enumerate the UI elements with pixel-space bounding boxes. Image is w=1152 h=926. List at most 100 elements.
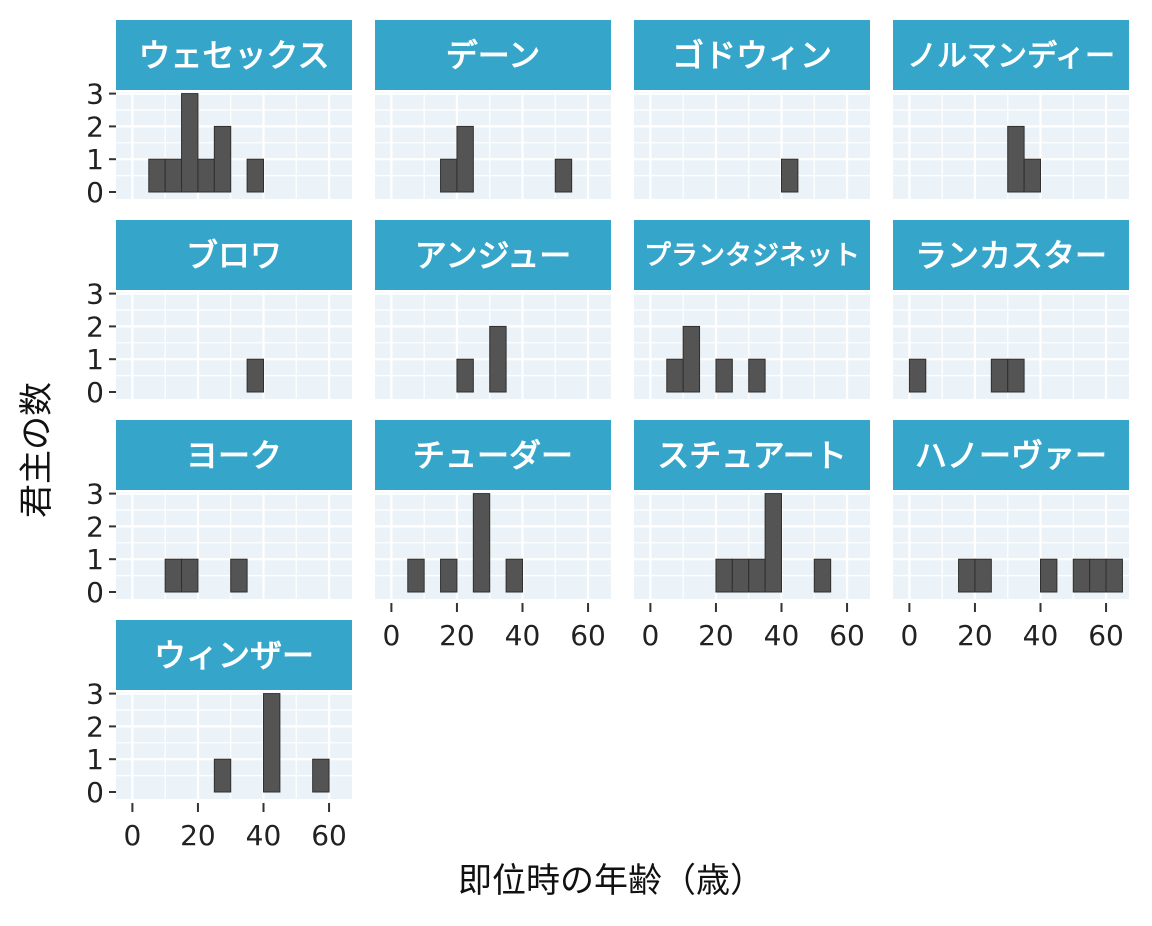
facet-strip (893, 220, 1129, 290)
histogram-bar (181, 93, 199, 193)
histogram-bar (666, 358, 684, 393)
histogram-bar (164, 558, 183, 593)
x-tick-label: 40 (1023, 619, 1059, 652)
x-tick-label: 60 (829, 619, 865, 652)
histogram-bar (764, 493, 782, 593)
facet-strip (375, 220, 611, 290)
histogram-bar (181, 558, 199, 593)
x-tick-label: 0 (900, 619, 918, 652)
panel-background (375, 92, 611, 199)
histogram-bar (148, 158, 166, 193)
histogram-bar (456, 358, 474, 393)
facet-title: スチュアート (657, 437, 846, 475)
y-tick-label: 2 (86, 510, 104, 543)
histogram-bar (312, 758, 330, 793)
histogram-bar (1089, 558, 1107, 593)
y-tick-label: 0 (86, 576, 104, 609)
facet-strip (375, 420, 611, 490)
y-tick-label: 1 (86, 143, 104, 176)
facet-strip (375, 20, 611, 90)
facet-title: ノルマンディー (907, 39, 1115, 74)
histogram-bar (990, 358, 1009, 393)
y-tick-label: 2 (86, 310, 104, 343)
histogram-bar (1023, 158, 1041, 193)
histogram-bar (1007, 125, 1025, 193)
histogram-bar (748, 558, 766, 593)
histogram-bar (213, 125, 232, 193)
facet-strip (116, 20, 352, 90)
histogram-bar (505, 558, 524, 593)
histogram-bar (456, 125, 474, 193)
x-tick-label: 0 (382, 619, 400, 652)
facet-title: ブロワ (186, 237, 282, 275)
histogram-bar (554, 158, 573, 193)
histogram-bar (246, 358, 265, 393)
histogram-bar (246, 158, 265, 193)
x-tick-label: 20 (957, 619, 993, 652)
histogram-bar (731, 558, 750, 593)
y-tick-label: 3 (86, 478, 104, 511)
x-tick-label: 60 (311, 819, 347, 852)
x-axis-label: 即位時の年齢（歳） (458, 861, 764, 901)
facet-title: アンジュー (415, 237, 571, 275)
facet-strip (634, 420, 870, 490)
y-tick-label: 0 (86, 776, 104, 809)
y-tick-label: 1 (86, 343, 104, 376)
facet-strip (634, 220, 870, 290)
x-tick-label: 0 (123, 819, 141, 852)
y-axis-label: 君主の数 (17, 382, 57, 518)
x-tick-label: 60 (570, 619, 606, 652)
histogram-bar (908, 358, 927, 393)
histogram-bar (748, 358, 766, 393)
histogram-bar (407, 558, 425, 593)
histogram-bar (1007, 358, 1025, 393)
x-tick-label: 60 (1088, 619, 1124, 652)
y-tick-label: 2 (86, 110, 104, 143)
histogram-bar (974, 558, 992, 593)
facet-title: ヨーク (186, 437, 282, 475)
histogram-bar (440, 158, 458, 193)
facet-strip (893, 420, 1129, 490)
histogram-bar (164, 158, 183, 193)
histogram-bar (263, 693, 281, 793)
facet-title: ウェセックス (138, 37, 329, 75)
histogram-bar (1105, 558, 1123, 593)
facet-title: ランカスター (915, 237, 1107, 275)
histogram-bar (440, 558, 458, 593)
histogram-bar (958, 558, 976, 593)
histogram-bar (1072, 558, 1091, 593)
histogram-bar (813, 558, 832, 593)
x-tick-label: 40 (246, 819, 282, 852)
histogram-bar (715, 358, 733, 393)
y-tick-label: 1 (86, 543, 104, 576)
facet-strip (634, 20, 870, 90)
facet-strip (893, 20, 1129, 90)
facet-title: プランタジネット (644, 241, 860, 272)
y-tick-label: 3 (86, 278, 104, 311)
panel-background (634, 92, 870, 199)
facet-title: ゴドウィン (672, 37, 832, 75)
histogram-bar (715, 558, 733, 593)
y-tick-label: 1 (86, 743, 104, 776)
x-tick-label: 40 (764, 619, 800, 652)
y-tick-label: 3 (86, 78, 104, 111)
facet-title: デーン (446, 37, 540, 75)
histogram-bar (197, 158, 215, 193)
histogram-bar (230, 558, 248, 593)
x-tick-label: 20 (180, 819, 216, 852)
y-tick-label: 3 (86, 678, 104, 711)
histogram-bar (781, 158, 799, 193)
facet-strip (116, 620, 352, 690)
facet-strip (116, 220, 352, 290)
histogram-bar (489, 325, 507, 393)
y-tick-label: 2 (86, 710, 104, 743)
histogram-bar (213, 758, 232, 793)
panel-background (116, 292, 352, 399)
x-tick-label: 40 (505, 619, 541, 652)
histogram-bar (682, 325, 701, 393)
x-tick-label: 20 (698, 619, 734, 652)
facet-title: ハノーヴァー (915, 437, 1107, 475)
facet-title: ウィンザー (154, 637, 314, 675)
